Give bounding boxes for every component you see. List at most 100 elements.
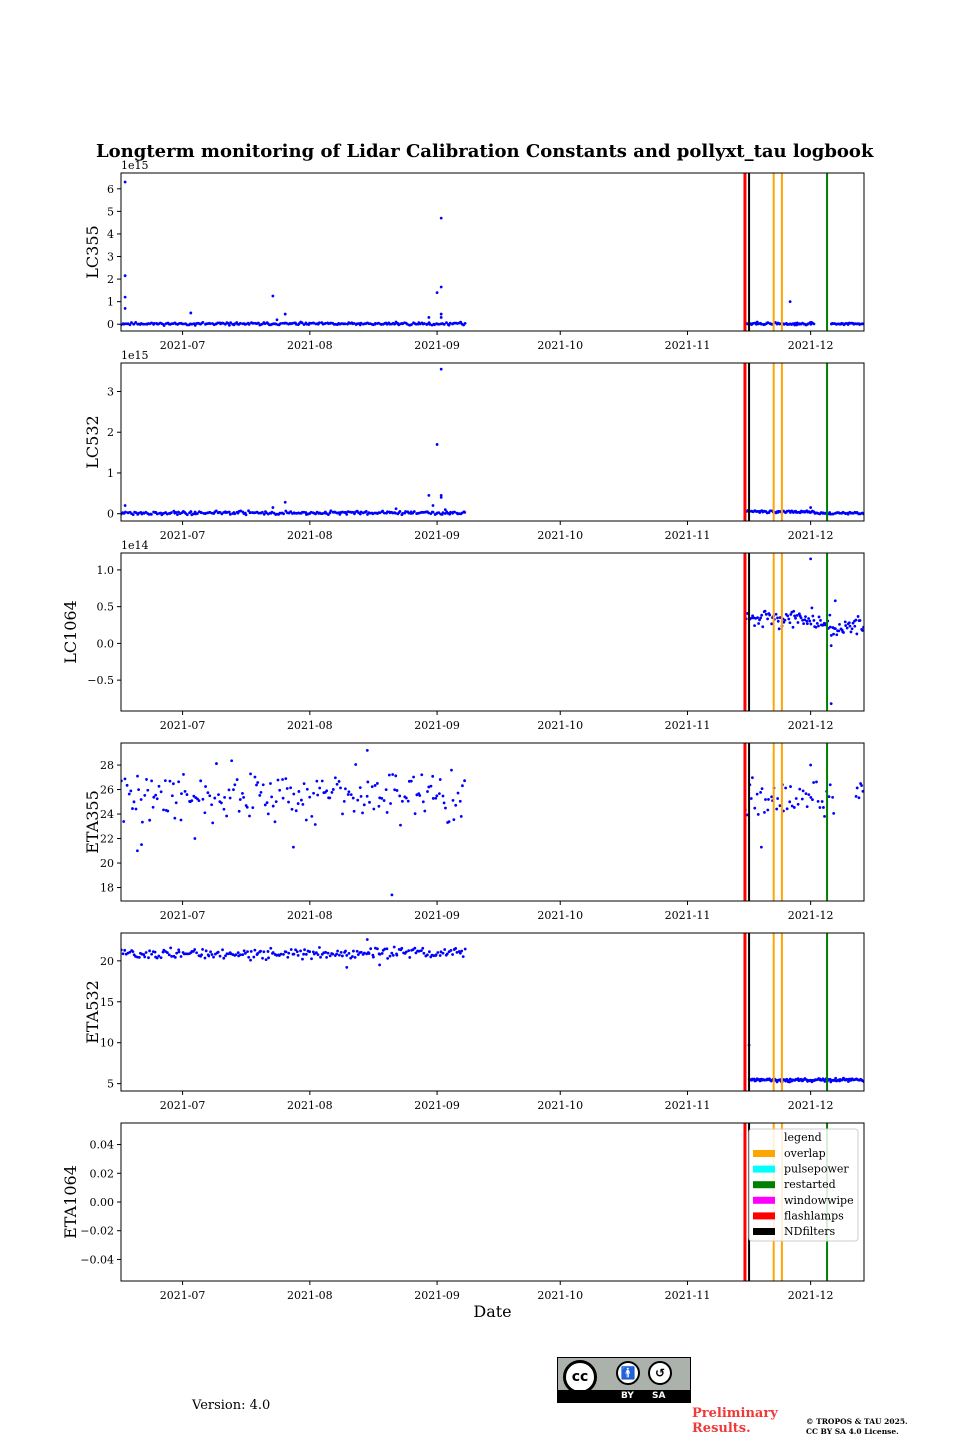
data-point bbox=[289, 510, 293, 514]
y-tick-label: −0.5 bbox=[87, 674, 114, 687]
data-point bbox=[210, 803, 214, 807]
data-point bbox=[285, 787, 289, 790]
data-point bbox=[302, 782, 306, 786]
data-point bbox=[316, 793, 320, 797]
y-tick-label: 10 bbox=[100, 1037, 114, 1050]
data-point bbox=[391, 953, 395, 957]
y-axis-label: ETA532 bbox=[83, 980, 102, 1044]
panel-frame bbox=[120, 172, 865, 332]
legend-swatch-pulsepower bbox=[753, 1165, 775, 1173]
data-point bbox=[426, 790, 429, 793]
data-point bbox=[196, 512, 199, 515]
data-point bbox=[805, 622, 809, 626]
data-point bbox=[312, 952, 316, 956]
data-point bbox=[274, 800, 278, 804]
data-point bbox=[404, 510, 407, 513]
data-point bbox=[269, 946, 273, 950]
data-point bbox=[339, 786, 342, 790]
data-point bbox=[144, 951, 148, 954]
data-point bbox=[222, 807, 226, 811]
data-point bbox=[200, 953, 203, 957]
data-point bbox=[776, 619, 780, 623]
data-point bbox=[778, 616, 782, 619]
data-point bbox=[256, 781, 260, 784]
data-point bbox=[255, 783, 258, 787]
data-point bbox=[366, 780, 370, 784]
data-point bbox=[376, 947, 379, 951]
x-tick-label: 2021-10 bbox=[537, 909, 583, 922]
data-point bbox=[458, 951, 462, 955]
data-point bbox=[281, 778, 284, 781]
data-point bbox=[768, 613, 772, 617]
data-point bbox=[173, 955, 177, 959]
y-axis-label: LC355 bbox=[83, 225, 102, 278]
data-point bbox=[382, 799, 386, 802]
data-point bbox=[823, 1079, 827, 1083]
legend-swatch-restarted bbox=[753, 1181, 775, 1189]
data-point bbox=[439, 216, 443, 220]
data-point bbox=[427, 950, 431, 954]
data-point bbox=[297, 790, 301, 793]
y-tick-label: 0.5 bbox=[97, 601, 115, 614]
data-point bbox=[413, 946, 417, 950]
data-point bbox=[803, 618, 807, 622]
x-tick-label: 2021-12 bbox=[788, 529, 834, 542]
data-point bbox=[845, 626, 849, 630]
data-point bbox=[279, 952, 283, 956]
data-point bbox=[132, 800, 136, 804]
data-point bbox=[774, 612, 778, 616]
data-point bbox=[177, 948, 181, 952]
data-point bbox=[300, 321, 304, 325]
data-point bbox=[770, 795, 774, 799]
data-point bbox=[831, 512, 835, 516]
data-point bbox=[238, 798, 242, 801]
data-point bbox=[177, 950, 181, 954]
legend-title: legend bbox=[784, 1131, 822, 1144]
data-point bbox=[809, 506, 813, 509]
data-point bbox=[326, 513, 330, 517]
y-axis-label: LC532 bbox=[83, 415, 102, 468]
data-point bbox=[247, 955, 251, 959]
data-point bbox=[167, 953, 171, 957]
panel-frame bbox=[120, 362, 865, 522]
data-point bbox=[373, 322, 377, 325]
data-point bbox=[809, 763, 813, 767]
data-point bbox=[447, 323, 451, 327]
cc-license-badge[interactable]: cc 🚹 ↺ BY SA bbox=[557, 1357, 691, 1403]
data-point bbox=[289, 948, 293, 951]
data-point bbox=[189, 510, 193, 513]
y-offset-label: 1e14 bbox=[121, 539, 149, 552]
data-point bbox=[745, 813, 749, 817]
data-point bbox=[365, 938, 369, 941]
data-point bbox=[442, 322, 446, 326]
data-point bbox=[421, 946, 425, 950]
data-point bbox=[226, 321, 230, 325]
x-tick-label: 2021-07 bbox=[160, 1289, 206, 1302]
data-point bbox=[140, 820, 144, 824]
data-point bbox=[296, 802, 300, 805]
data-point bbox=[764, 612, 768, 616]
data-point bbox=[140, 843, 143, 847]
data-point bbox=[816, 799, 820, 803]
data-point bbox=[831, 795, 834, 799]
data-point bbox=[251, 321, 255, 325]
data-point bbox=[413, 812, 417, 816]
data-point bbox=[759, 616, 763, 620]
data-point bbox=[355, 949, 359, 953]
legend-label-flashlamps: flashlamps bbox=[784, 1209, 844, 1222]
y-axis-label: LC1064 bbox=[61, 600, 80, 664]
legend-label-pulsepower: pulsepower bbox=[784, 1163, 849, 1176]
attribution-icon: 🚹 bbox=[616, 1361, 640, 1385]
data-point bbox=[777, 627, 781, 631]
data-point bbox=[410, 323, 413, 326]
data-point bbox=[174, 801, 178, 805]
data-point bbox=[312, 791, 315, 795]
data-point bbox=[431, 797, 435, 800]
data-point bbox=[798, 787, 802, 791]
data-point bbox=[234, 953, 238, 957]
data-point bbox=[223, 795, 226, 799]
data-point bbox=[854, 794, 858, 798]
data-point bbox=[253, 948, 257, 952]
data-point bbox=[214, 509, 218, 513]
data-point bbox=[208, 794, 212, 798]
